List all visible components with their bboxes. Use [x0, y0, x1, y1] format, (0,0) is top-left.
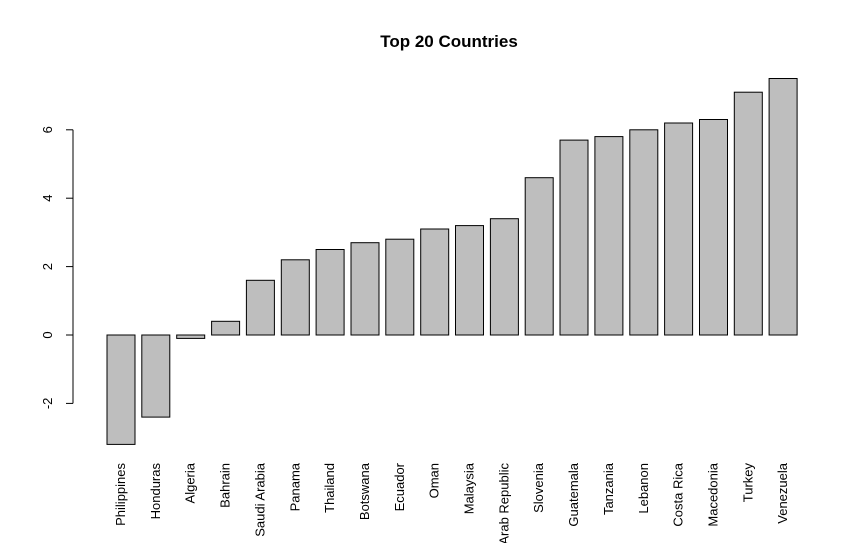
category-label: Costa Rica [671, 462, 686, 526]
bar-ecuador [385, 238, 415, 336]
category-label: Philippines [113, 463, 128, 526]
bar-guatemala [559, 139, 589, 336]
bar-lebanon [629, 129, 659, 336]
category-labels: Philippines Honduras Algeria Bahrain Saudi A… [113, 462, 790, 543]
y-tick-label: 0 [40, 331, 55, 338]
y-tick-label: 2 [40, 263, 55, 270]
category-label: Guatemala [566, 462, 581, 526]
bar-slovenia [524, 177, 554, 336]
bar-bahrain [211, 320, 241, 336]
bar-turkey [733, 91, 763, 336]
bar-macedonia [699, 119, 728, 336]
category-label: Honduras [148, 463, 163, 520]
y-tick-label: -2 [40, 398, 55, 410]
category-label: Bahrain [218, 463, 233, 508]
bar-saudi-arabia [245, 279, 275, 336]
bar-arab-republic [489, 218, 519, 336]
bar-panama [280, 259, 310, 336]
category-label: Oman [427, 463, 442, 498]
y-tick-label: 4 [40, 195, 55, 202]
bar-thailand [315, 249, 345, 336]
category-label: Malaysia [462, 462, 477, 514]
category-label: Venezuela [775, 462, 790, 523]
y-axis: -2 0 2 4 6 [40, 126, 74, 410]
category-label: Panama [287, 462, 302, 511]
category-label: Algeria [183, 462, 198, 503]
y-tick-label: 6 [40, 126, 55, 133]
bar-botswana [350, 242, 380, 336]
bar-tanzania [594, 136, 624, 336]
bar-oman [420, 228, 450, 336]
bars [106, 78, 798, 445]
category-label: Ecuador [392, 462, 407, 511]
bar-honduras [141, 334, 171, 418]
bar-algeria [176, 334, 206, 339]
bar-philippines [106, 334, 136, 445]
bar-costa-rica [664, 122, 694, 336]
category-label: Tanzania [601, 462, 616, 515]
chart-title: Top 20 Countries [380, 32, 518, 51]
category-label: Thailand [322, 463, 337, 513]
category-label: Lebanon [636, 463, 651, 514]
category-label: Saudi Arabia [252, 462, 267, 536]
category-label: Turkey [740, 463, 755, 503]
bar-venezuela [768, 78, 798, 336]
category-label: Arab Republic [496, 463, 511, 543]
bar-malaysia [455, 225, 484, 336]
category-label: Macedonia [706, 462, 721, 526]
category-label: Slovenia [531, 462, 546, 513]
category-label: Botswana [357, 462, 372, 520]
